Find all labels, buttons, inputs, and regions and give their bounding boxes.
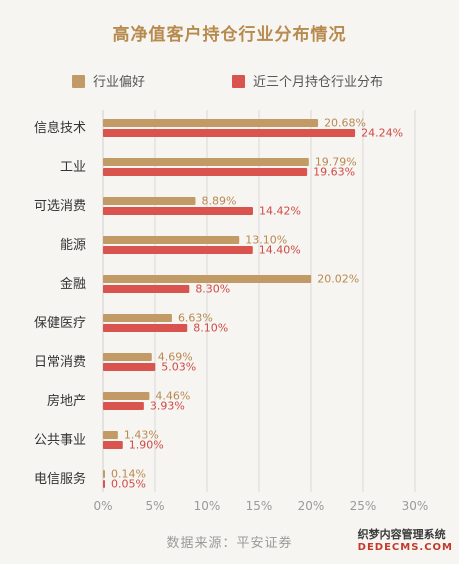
category-label: 能源: [60, 238, 86, 253]
category-label: 信息技术: [34, 120, 86, 136]
legend-item-holdings: 近三个月持仓行业分布: [232, 71, 383, 90]
watermark-line2: DEDECMS.COM: [357, 542, 453, 553]
bar-holdings: [103, 324, 188, 332]
legend-swatch-holdings: [232, 75, 245, 88]
bar-preference: [103, 119, 319, 127]
bar-preference: [103, 470, 105, 478]
data-label-holdings: 0.05%: [111, 478, 146, 491]
bar-holdings: [103, 285, 190, 293]
data-label-preference: 20.02%: [317, 273, 359, 286]
bar-preference: [103, 392, 150, 400]
category-label: 公共事业: [34, 433, 86, 448]
data-label-holdings: 3.93%: [150, 400, 185, 413]
data-label-holdings: 14.40%: [259, 244, 301, 257]
data-label-holdings: 8.30%: [195, 283, 230, 296]
x-tick-label: 5%: [145, 499, 164, 513]
x-tick-label: 25%: [350, 499, 377, 513]
watermark-logo: 织梦内容管理系统 DEDECMS.COM: [358, 526, 453, 553]
bar-preference: [103, 197, 196, 205]
data-label-holdings: 8.10%: [193, 322, 228, 335]
x-tick-label: 20%: [298, 499, 325, 513]
data-label-holdings: 1.90%: [129, 439, 164, 452]
data-label-preference: 13.10%: [245, 234, 287, 247]
legend-label-holdings: 近三个月持仓行业分布: [253, 75, 384, 90]
data-label-preference: 0.14%: [111, 468, 146, 481]
watermark-line1: 织梦内容管理系统: [357, 528, 446, 541]
bar-holdings: [103, 480, 105, 488]
category-label: 工业: [60, 160, 86, 175]
x-tick-label: 10%: [194, 499, 221, 513]
bar-holdings: [103, 363, 156, 371]
category-label: 房地产: [47, 393, 86, 409]
data-label-preference: 19.79%: [315, 156, 357, 169]
category-label: 保健医疗: [34, 316, 86, 331]
data-source-note: 数据来源：平安证券: [166, 536, 293, 551]
x-tick-label: 0%: [93, 499, 112, 513]
data-label-holdings: 14.42%: [259, 205, 301, 218]
data-label-preference: 1.43%: [124, 429, 159, 442]
bar-preference: [103, 353, 152, 361]
bar-holdings: [103, 129, 356, 137]
data-label-preference: 20.68%: [324, 117, 366, 130]
bar-preference: [103, 431, 118, 439]
category-label: 可选消费: [34, 199, 86, 214]
bar-preference: [103, 314, 172, 322]
bar-holdings: [103, 246, 253, 254]
bar-preference: [103, 275, 312, 283]
legend-swatch-preference: [72, 75, 85, 88]
legend-label-preference: 行业偏好: [93, 75, 146, 90]
data-label-holdings: 19.63%: [313, 166, 355, 179]
category-label: 电信服务: [34, 471, 86, 487]
data-label-holdings: 24.24%: [361, 127, 403, 140]
category-label: 金融: [60, 276, 86, 292]
data-label-preference: 4.46%: [155, 390, 190, 403]
bar-preference: [103, 236, 240, 244]
bar-holdings: [103, 207, 253, 215]
chart-title: 高净值客户持仓行业分布情况: [112, 25, 347, 45]
bar-preference: [103, 158, 309, 166]
bar-holdings: [103, 441, 123, 449]
bar-holdings: [103, 402, 144, 410]
legend-item-preference: 行业偏好: [72, 71, 145, 90]
data-label-holdings: 5.03%: [161, 361, 196, 374]
data-label-preference: 4.69%: [158, 351, 193, 364]
category-label: 日常消费: [34, 355, 86, 370]
x-tick-label: 30%: [402, 499, 429, 513]
bar-holdings: [103, 168, 308, 176]
data-label-preference: 8.89%: [201, 195, 236, 208]
data-label-preference: 6.63%: [178, 312, 213, 325]
x-tick-label: 15%: [246, 499, 273, 513]
